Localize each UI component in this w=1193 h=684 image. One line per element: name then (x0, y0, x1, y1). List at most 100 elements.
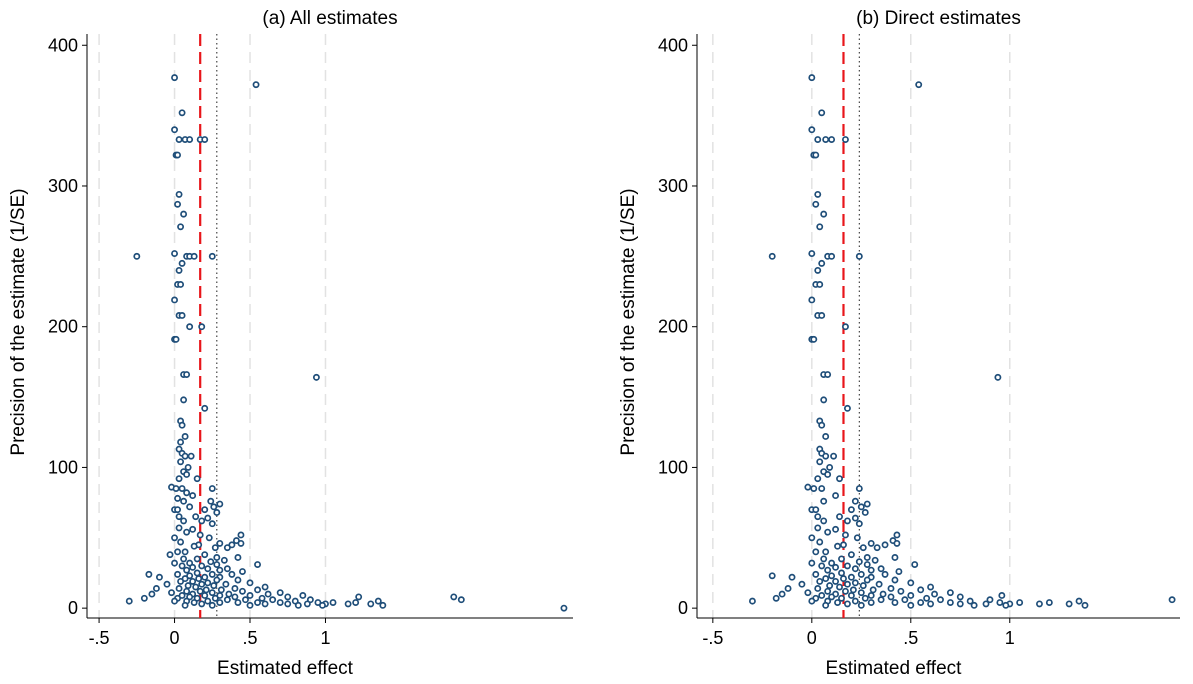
y-tick-label: 300 (658, 176, 688, 196)
scatter-point (190, 542, 198, 550)
scatter-point (125, 597, 133, 605)
scatter-point (996, 599, 1004, 606)
scatter-point (171, 534, 178, 542)
scatter-point (208, 570, 216, 578)
scatter-point (907, 579, 915, 587)
scatter-point (193, 555, 201, 563)
scatter-point (254, 561, 262, 568)
scatter-point (818, 485, 826, 492)
scatter-point (810, 335, 818, 343)
scatter-point (228, 570, 236, 578)
scatter-point (822, 548, 830, 556)
scatter-point (822, 575, 830, 583)
scatter-point (216, 566, 224, 574)
y-tick-label: 0 (68, 598, 78, 618)
scatter-point (814, 190, 822, 198)
y-tick-label: 200 (658, 317, 688, 337)
scatter-point (329, 599, 337, 606)
scatter-point (352, 599, 360, 606)
scatter-point (814, 513, 822, 521)
scatter-point (145, 570, 153, 578)
scatter-point (220, 556, 228, 564)
scatter-point (201, 592, 209, 599)
scatter-point (915, 81, 923, 89)
scatter-point (201, 551, 209, 559)
scatter-point (213, 554, 221, 561)
y-tick-label: 300 (48, 176, 78, 196)
scatter-point (168, 589, 175, 597)
scatter-point (196, 531, 204, 539)
scatter-point (239, 587, 246, 595)
scatter-point (818, 421, 826, 429)
scatter-point (223, 565, 231, 573)
scatter-point (186, 503, 194, 511)
scatter-point (181, 601, 189, 609)
scatter-point (198, 600, 206, 608)
scatter-point (239, 568, 246, 576)
scatter-point (859, 582, 867, 590)
x-tick-label: 0 (807, 628, 817, 648)
scatter-point (312, 373, 320, 381)
scatter-point (814, 136, 822, 143)
scatter-point (812, 548, 820, 556)
scatter-point (863, 561, 871, 568)
y-tick-label: 400 (48, 35, 78, 55)
x-axis-label: Estimated effect (826, 658, 963, 679)
scatter-point (893, 539, 901, 547)
scatter-point (804, 483, 812, 491)
scatter-point (172, 335, 180, 343)
scatter-point (246, 592, 254, 599)
scatter-point (234, 599, 242, 606)
scatter-point (261, 600, 269, 608)
scatter-point (863, 500, 871, 508)
scatter-point (840, 541, 847, 549)
scatter-point (284, 593, 292, 601)
scatter-point (851, 497, 859, 505)
scatter-point (937, 596, 944, 604)
scatter-point (832, 492, 840, 500)
scatter-point (838, 555, 845, 563)
scatter-point (303, 600, 311, 608)
scatter-point (820, 497, 828, 505)
scatter-point (808, 534, 816, 542)
scatter-point (234, 554, 242, 561)
scatter-point (923, 594, 931, 602)
scatter-point (198, 562, 206, 570)
scatter-point (166, 551, 174, 559)
scatter-point (196, 587, 204, 595)
scatter-point (843, 517, 851, 525)
scatter-point (184, 463, 192, 471)
scatter-point (808, 296, 816, 304)
scatter-point (824, 566, 832, 574)
scatter-point (208, 520, 216, 528)
scatter-point (832, 563, 840, 571)
scatter-point (822, 433, 830, 440)
scatter-point (853, 534, 861, 542)
scatter-point (174, 506, 182, 514)
scatter-point (181, 452, 189, 460)
scatter-point (798, 580, 806, 588)
y-axis-label: Precision of the estimate (1/SE) (8, 188, 29, 455)
scatter-point (207, 497, 215, 505)
scatter-point (189, 492, 197, 500)
scatter-point (450, 593, 458, 601)
x-tick-label: 0 (170, 628, 180, 648)
scatter-point (857, 589, 865, 597)
scatter-point (204, 514, 212, 522)
x-axis-label: Estimated effect (217, 658, 354, 679)
scatter-point (177, 458, 185, 466)
scatter-point (871, 556, 879, 564)
scatter-point (294, 601, 302, 609)
scatter-point (901, 596, 909, 604)
scatter-point (956, 593, 964, 601)
scatter-point (891, 554, 899, 561)
scatter-point (911, 561, 919, 568)
scatter-point (174, 200, 182, 208)
scatter-point (198, 323, 206, 331)
scatter-point (172, 485, 180, 492)
scatter-point (177, 223, 185, 231)
scatter-point (808, 126, 816, 134)
scatter-point (812, 151, 820, 159)
scatter-point (1075, 597, 1083, 605)
scatter-point (183, 371, 191, 378)
